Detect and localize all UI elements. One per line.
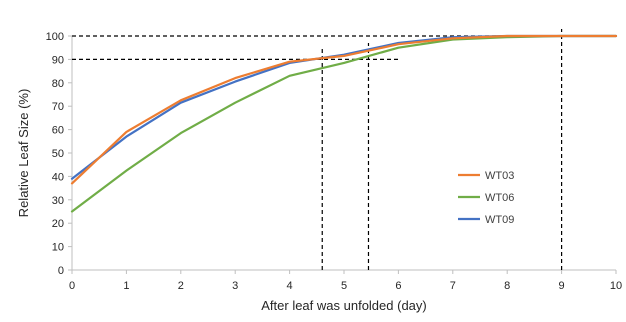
series-line-wt06 <box>70 34 618 213</box>
y-tick-label: 0 <box>58 265 64 277</box>
legend: WT03 WT06 WT09 <box>458 170 514 226</box>
y-tick-label: 90 <box>52 54 64 66</box>
legend-label-wt06: WT06 <box>485 192 514 204</box>
reference-lines <box>72 28 578 270</box>
x-tick-label: 0 <box>69 280 75 292</box>
x-tick-label: 8 <box>504 280 510 292</box>
axes-layer: 0 10 20 30 40 50 60 70 80 90 100 0 1 2 3 4 5 6 7 8 9 10 <box>46 31 622 292</box>
x-axis-title: After leaf was unfolded (day) <box>261 298 426 313</box>
y-tick-label: 100 <box>46 31 64 43</box>
x-tick-label: 1 <box>123 280 129 292</box>
x-tick-label: 6 <box>395 280 401 292</box>
y-tick-label: 20 <box>52 218 64 230</box>
y-tick-label: 60 <box>52 125 64 137</box>
x-tick-label: 9 <box>559 280 565 292</box>
series-line-wt09 <box>70 34 618 180</box>
x-tick-label: 5 <box>341 280 347 292</box>
y-axis-title: Relative Leaf Size (%) <box>16 89 31 218</box>
x-tick-label: 4 <box>287 280 293 292</box>
y-tick-label: 10 <box>52 242 64 254</box>
legend-label-wt03: WT03 <box>485 170 514 182</box>
y-tick-label: 30 <box>52 195 64 207</box>
y-tick-label: 70 <box>52 101 64 113</box>
series-line-wt03 <box>70 34 618 185</box>
series-layer <box>70 34 618 213</box>
x-tick-label: 3 <box>232 280 238 292</box>
legend-label-wt09: WT09 <box>485 214 514 226</box>
x-tick-label: 2 <box>178 280 184 292</box>
y-tick-label: 80 <box>52 78 64 90</box>
x-tick-label: 10 <box>610 280 622 292</box>
y-tick-label: 50 <box>52 148 64 160</box>
y-tick-label: 40 <box>52 171 64 183</box>
x-tick-label: 7 <box>450 280 456 292</box>
